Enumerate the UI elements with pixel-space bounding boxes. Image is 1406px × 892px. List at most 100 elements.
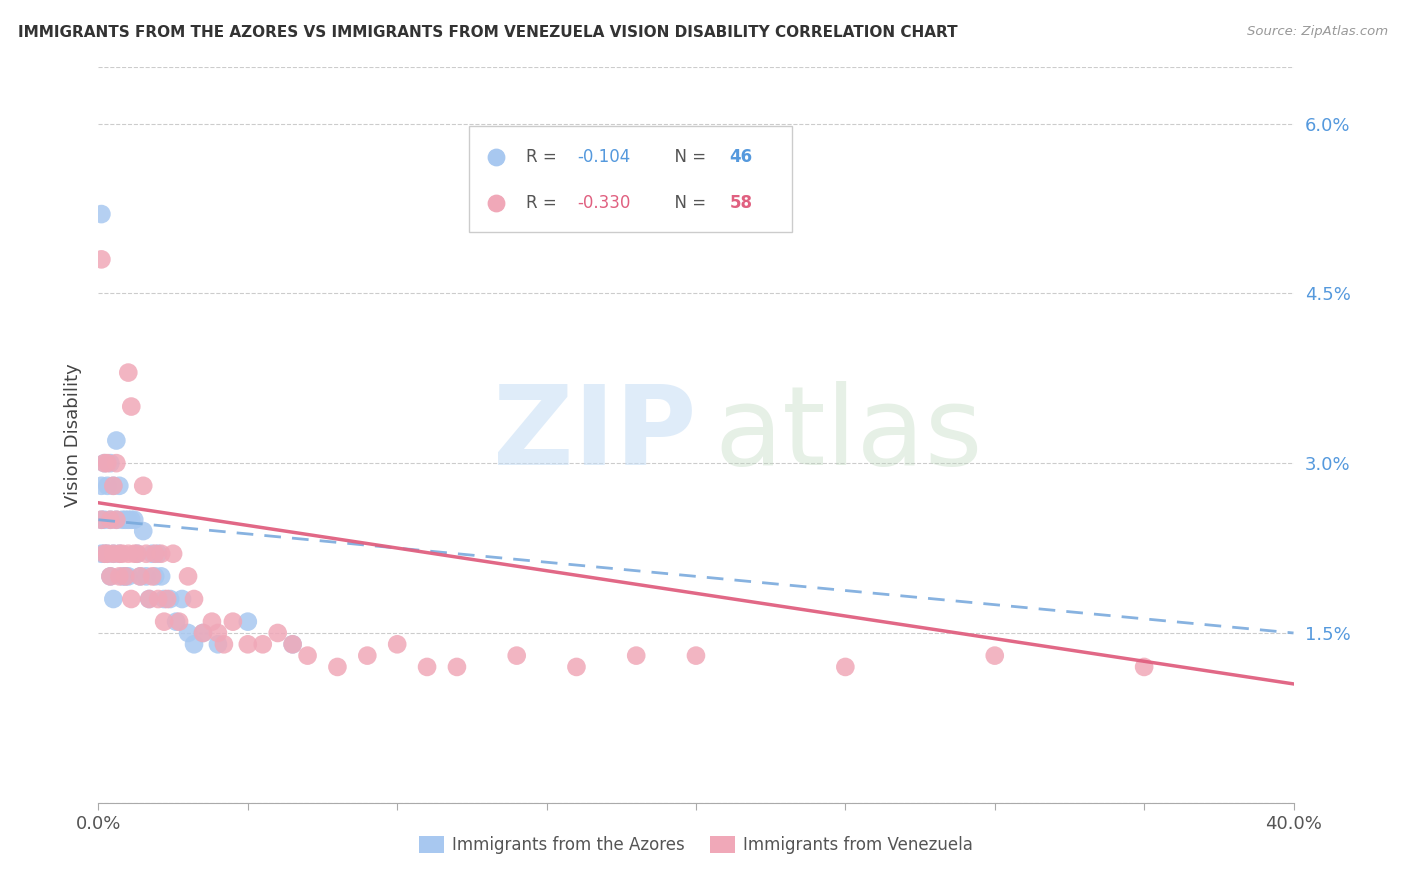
Point — [834, 660, 856, 674]
Point — [984, 648, 1007, 663]
Point — [236, 637, 259, 651]
Text: R =: R = — [526, 148, 562, 166]
Point — [120, 400, 142, 414]
Point — [117, 366, 139, 380]
Point — [105, 513, 128, 527]
Text: 46: 46 — [730, 148, 752, 166]
Point — [1133, 660, 1156, 674]
Point — [117, 513, 139, 527]
Point — [108, 547, 131, 561]
Text: IMMIGRANTS FROM THE AZORES VS IMMIGRANTS FROM VENEZUELA VISION DISABILITY CORREL: IMMIGRANTS FROM THE AZORES VS IMMIGRANTS… — [18, 25, 957, 40]
Text: -0.104: -0.104 — [578, 148, 631, 166]
Point — [135, 547, 157, 561]
Point — [90, 252, 112, 267]
Point — [98, 569, 122, 583]
Point — [103, 547, 125, 561]
Point — [129, 569, 152, 583]
Point — [90, 207, 112, 221]
Point — [103, 479, 125, 493]
Point — [90, 513, 112, 527]
Point — [132, 524, 155, 538]
Point — [143, 547, 166, 561]
Legend: Immigrants from the Azores, Immigrants from Venezuela: Immigrants from the Azores, Immigrants f… — [412, 830, 980, 861]
Point — [150, 547, 173, 561]
Point — [446, 660, 468, 674]
Point — [156, 592, 179, 607]
Point — [135, 569, 157, 583]
Point — [111, 547, 134, 561]
Point — [127, 547, 149, 561]
Point — [111, 569, 134, 583]
Point — [93, 456, 115, 470]
Point — [167, 615, 190, 629]
Point — [111, 513, 134, 527]
Point — [98, 513, 122, 527]
Point — [138, 592, 160, 607]
Point — [222, 615, 245, 629]
Point — [207, 626, 229, 640]
Text: R =: R = — [526, 194, 562, 212]
Point — [165, 615, 187, 629]
Point — [117, 547, 139, 561]
Point — [191, 626, 214, 640]
Point — [172, 592, 194, 607]
Text: N =: N = — [664, 148, 711, 166]
Text: atlas: atlas — [714, 382, 983, 488]
Point — [108, 479, 131, 493]
Point — [127, 547, 149, 561]
Point — [159, 592, 181, 607]
Point — [138, 592, 160, 607]
Point — [105, 434, 128, 448]
Point — [103, 479, 125, 493]
Point — [626, 648, 648, 663]
Point — [183, 592, 205, 607]
Point — [96, 547, 118, 561]
Point — [90, 513, 112, 527]
Point — [506, 648, 529, 663]
Point — [326, 660, 349, 674]
Point — [90, 479, 112, 493]
Point — [150, 569, 173, 583]
Point — [207, 637, 229, 651]
Point — [93, 547, 115, 561]
Point — [132, 479, 155, 493]
Point — [98, 513, 122, 527]
Text: N =: N = — [664, 194, 711, 212]
Point — [356, 648, 378, 663]
Point — [212, 637, 235, 651]
Point — [93, 456, 115, 470]
Point — [148, 592, 170, 607]
Point — [96, 479, 118, 493]
Point — [177, 569, 200, 583]
Point — [252, 637, 274, 651]
Point — [105, 456, 128, 470]
Point — [120, 513, 142, 527]
Point — [124, 513, 146, 527]
Text: 58: 58 — [730, 194, 752, 212]
Point — [129, 569, 152, 583]
Point — [141, 569, 163, 583]
Point — [385, 637, 409, 651]
Point — [685, 648, 707, 663]
Point — [103, 592, 125, 607]
Point — [416, 660, 439, 674]
Point — [297, 648, 319, 663]
Point — [236, 615, 259, 629]
Point — [183, 637, 205, 651]
Point — [201, 615, 224, 629]
Point — [114, 569, 136, 583]
Point — [90, 547, 112, 561]
Point — [153, 615, 176, 629]
Point — [141, 547, 163, 561]
Point — [120, 592, 142, 607]
Point — [191, 626, 214, 640]
Point — [114, 569, 136, 583]
Point — [153, 592, 176, 607]
Point — [124, 547, 146, 561]
Point — [98, 569, 122, 583]
Point — [117, 569, 139, 583]
Point — [114, 513, 136, 527]
Y-axis label: Vision Disability: Vision Disability — [65, 363, 83, 507]
FancyBboxPatch shape — [470, 126, 792, 233]
Point — [93, 513, 115, 527]
